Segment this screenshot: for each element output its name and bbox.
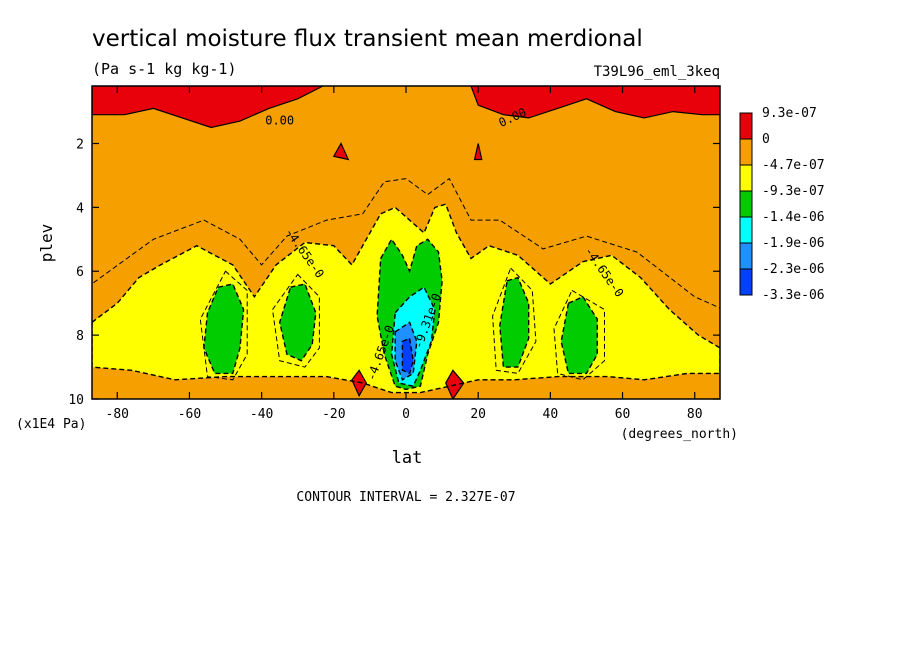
y-tick-label: 6 [76,265,84,280]
x-tick-label: 80 [687,407,703,422]
x-tick-label: -20 [322,407,345,422]
chart-units: (Pa s-1 kg kg-1) [92,60,237,78]
contour-line [401,337,414,375]
contour-line [271,273,320,368]
colorbar-label: -3.3e-06 [762,288,825,303]
contour-region [333,143,349,160]
colorbar-label: 9.3e-07 [762,106,817,121]
colorbar-swatch [739,268,753,296]
x-tick-label: -40 [250,407,273,422]
colorbar-label: -4.7e-07 [762,158,825,173]
colorbar-label: -1.4e-06 [762,210,825,225]
colorbar-label: 0 [762,132,770,147]
contour-region [471,86,720,118]
contour-line [445,369,465,399]
contour-region [279,284,316,361]
contour-interval: CONTOUR INTERVAL = 2.327E-07 [296,490,515,505]
contour-region [92,86,323,128]
contour-line [92,203,720,394]
colorbar-swatch [739,242,753,270]
x-tick-label: -60 [178,407,201,422]
contour-region [499,277,529,368]
contour-line [199,270,248,381]
contour-line [332,142,350,161]
contour-region [561,296,598,374]
contour-region [203,284,244,374]
colorbar-swatch [739,164,753,192]
x-tick-label: 0 [402,407,410,422]
contour-line [394,321,418,381]
x-tick-label: 40 [543,407,559,422]
contour-line [92,86,324,129]
contour-line [376,237,443,391]
contour-line [203,283,245,375]
colorbar-swatch [739,190,753,218]
contour-line [351,369,367,398]
contour-label: 0.00 [265,113,294,127]
contour-line [499,276,530,368]
contour-region [474,143,482,160]
y-axis-label: plev [37,224,56,263]
contour-line [560,295,598,375]
contour-line [92,177,720,309]
contour-line [473,143,483,161]
y-tick-label: 4 [76,201,84,216]
colorbar-swatch [739,216,753,244]
x-tick-label: 60 [615,407,631,422]
y-tick-label: 2 [76,137,84,152]
y-axis: 2 4 6 8 10 [68,137,720,408]
contour-line [492,267,537,374]
contour-line [553,289,605,381]
colorbar-label: -1.9e-06 [762,236,825,251]
colorbar-label: -2.3e-06 [762,262,825,277]
x-axis-units: (degrees_north) [621,427,738,442]
colorbar: 9.3e-07 0 -4.7e-07 -9.3e-07 -1.4e-06 -1.9e-06… [739,106,825,303]
y-tick-label: 10 [68,393,84,408]
colorbar-swatch [739,138,753,166]
contour-line [278,283,317,362]
x-tick-label: -80 [106,407,129,422]
chart-title: vertical moisture flux transient mean me… [92,26,643,52]
x-axis-label: lat [392,448,423,468]
y-axis-units: (x1E4 Pa) [16,417,86,432]
colorbar-swatch [739,112,753,140]
x-tick-label: 20 [470,407,486,422]
y-tick-label: 8 [76,329,84,344]
colorbar-label: -9.3e-07 [762,184,825,199]
dataset-name: T39L96_eml_3keq [594,64,720,80]
contour-line [470,86,720,119]
contour-lines [92,86,720,399]
x-axis: -80 -60 -40 -20 0 20 40 60 80 [106,86,703,422]
